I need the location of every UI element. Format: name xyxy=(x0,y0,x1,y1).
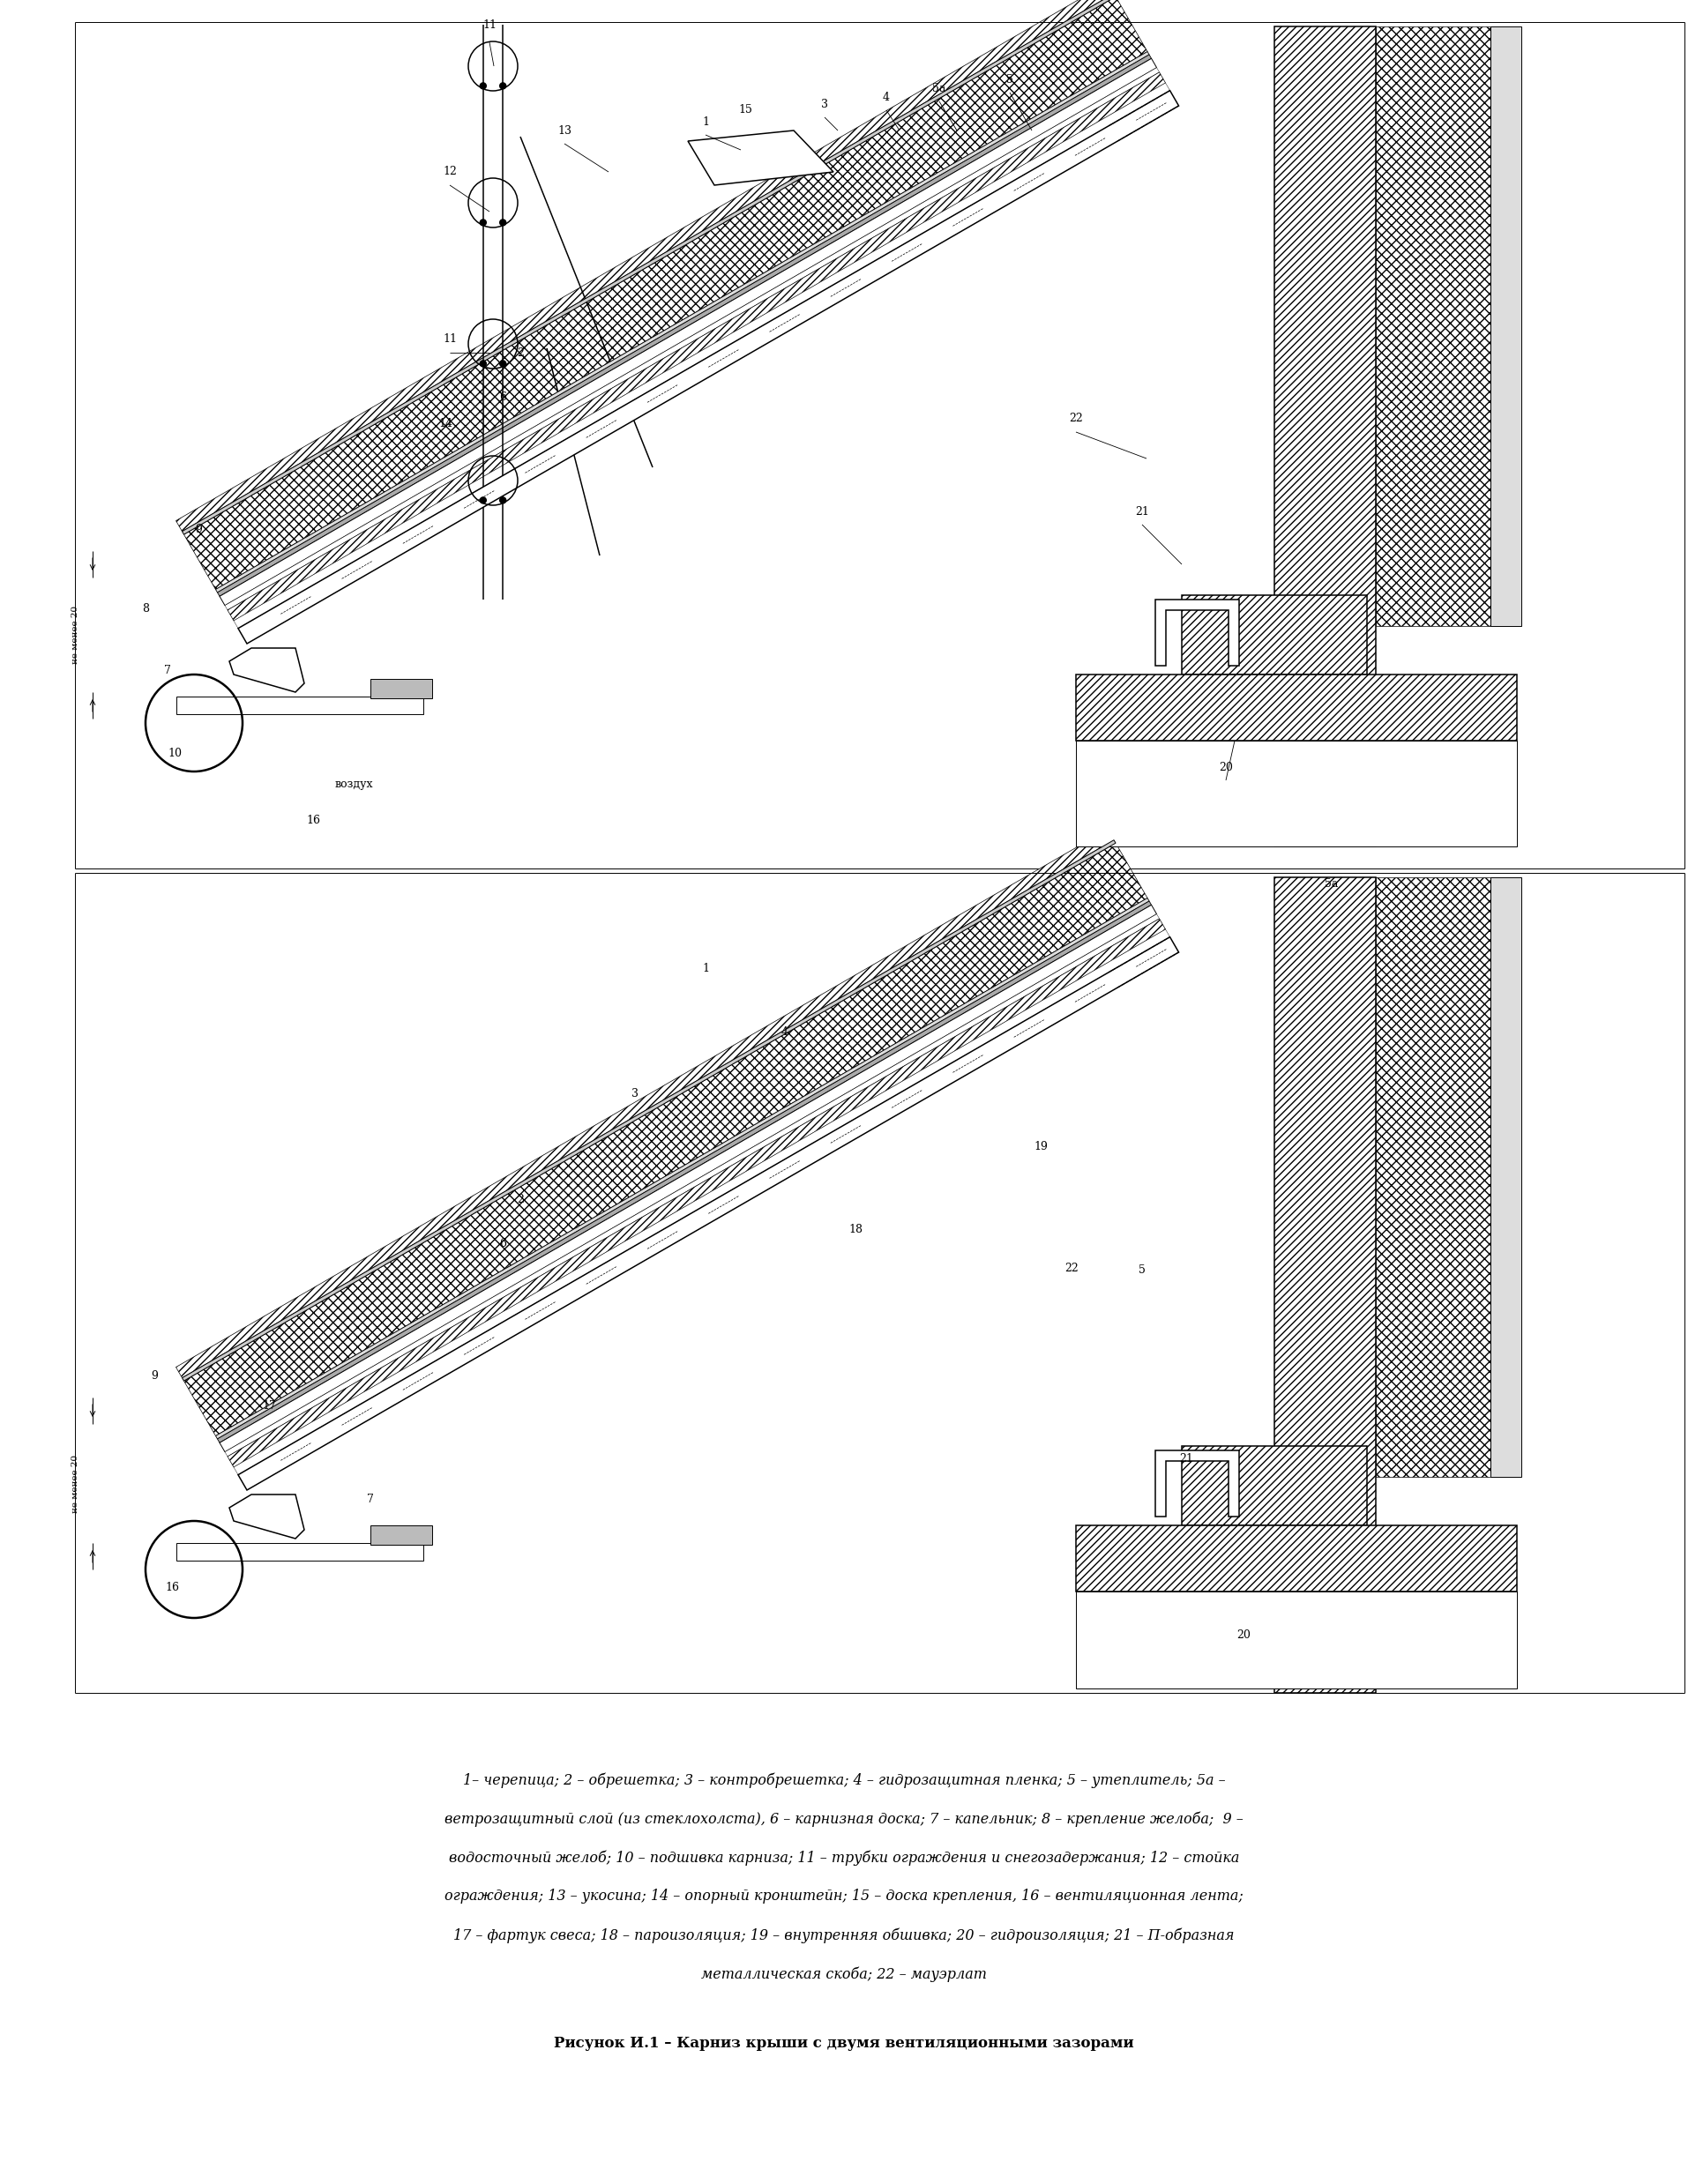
Polygon shape xyxy=(184,0,1148,590)
Polygon shape xyxy=(689,131,834,186)
Text: 16: 16 xyxy=(306,815,321,826)
Polygon shape xyxy=(176,1542,424,1562)
Polygon shape xyxy=(1274,878,1376,1693)
Text: 5: 5 xyxy=(1139,1265,1146,1275)
Text: 21: 21 xyxy=(1180,1455,1193,1465)
Text: не менее 20: не менее 20 xyxy=(71,605,79,664)
Text: 13: 13 xyxy=(557,124,572,135)
Polygon shape xyxy=(1491,878,1521,1476)
Polygon shape xyxy=(1075,1524,1518,1592)
Text: 6: 6 xyxy=(500,391,506,402)
Polygon shape xyxy=(182,841,1116,1380)
Text: 22: 22 xyxy=(1069,413,1084,424)
Text: 11: 11 xyxy=(442,334,457,345)
Polygon shape xyxy=(230,1494,304,1538)
Text: 21: 21 xyxy=(1134,507,1150,518)
Polygon shape xyxy=(1155,601,1239,666)
Text: 10: 10 xyxy=(167,749,182,760)
Polygon shape xyxy=(370,679,432,699)
Polygon shape xyxy=(219,59,1156,605)
Polygon shape xyxy=(176,0,1114,531)
Text: 18: 18 xyxy=(849,1225,863,1236)
Polygon shape xyxy=(1075,675,1518,740)
Text: 16: 16 xyxy=(165,1581,179,1592)
Polygon shape xyxy=(1274,26,1376,847)
Circle shape xyxy=(500,360,506,367)
Polygon shape xyxy=(1075,1592,1518,1688)
Text: металлическая скоба; 22 – мауэрлат: металлическая скоба; 22 – мауэрлат xyxy=(701,1966,987,1981)
Polygon shape xyxy=(230,649,304,692)
Text: 12: 12 xyxy=(442,166,457,177)
Text: 7: 7 xyxy=(366,1494,373,1505)
Text: 9: 9 xyxy=(150,1369,157,1380)
Text: 11: 11 xyxy=(483,20,496,31)
Text: Рисунок И.1 – Карниз крыши с двумя вентиляционными зазорами: Рисунок И.1 – Карниз крыши с двумя венти… xyxy=(554,2035,1134,2051)
Text: не менее 20: не менее 20 xyxy=(71,1455,79,1514)
Polygon shape xyxy=(216,898,1150,1439)
Polygon shape xyxy=(184,843,1148,1435)
Text: 2: 2 xyxy=(517,347,523,358)
Polygon shape xyxy=(218,55,1151,596)
Text: 7: 7 xyxy=(164,664,170,675)
Text: 20: 20 xyxy=(1219,762,1232,773)
Polygon shape xyxy=(233,83,1170,629)
Polygon shape xyxy=(176,697,424,714)
Text: 17 – фартук свеса; 18 – пароизоляция; 19 – внутренняя обшивка; 20 – гидроизоляци: 17 – фартук свеса; 18 – пароизоляция; 19… xyxy=(454,1928,1234,1944)
Polygon shape xyxy=(1182,596,1367,675)
Text: 1– черепица; 2 – обрешетка; 3 – контробрешетка; 4 – гидрозащитная пленка; 5 – ут: 1– черепица; 2 – обрешетка; 3 – контробр… xyxy=(463,1771,1225,1789)
Text: 6: 6 xyxy=(500,1238,506,1249)
Polygon shape xyxy=(1182,1446,1367,1524)
Circle shape xyxy=(479,83,486,90)
Text: 4: 4 xyxy=(782,1026,788,1037)
Text: водосточный желоб; 10 – подшивка карниза; 11 – трубки ограждения и снегозадержан: водосточный желоб; 10 – подшивка карниза… xyxy=(449,1850,1239,1865)
Circle shape xyxy=(479,360,486,367)
Text: 5a: 5a xyxy=(932,83,945,94)
Polygon shape xyxy=(219,904,1156,1452)
Circle shape xyxy=(500,498,506,502)
Text: 3: 3 xyxy=(820,98,829,109)
Text: 22: 22 xyxy=(1065,1262,1079,1273)
Polygon shape xyxy=(228,72,1165,620)
Polygon shape xyxy=(182,0,1116,535)
Text: 2: 2 xyxy=(517,1192,523,1206)
Polygon shape xyxy=(238,90,1178,644)
Text: 1: 1 xyxy=(702,116,709,127)
Polygon shape xyxy=(218,902,1151,1444)
Polygon shape xyxy=(238,937,1178,1489)
Text: ограждения; 13 – укосина; 14 – опорный кронштейн; 15 – доска крепления, 16 – вен: ограждения; 13 – укосина; 14 – опорный к… xyxy=(444,1889,1244,1904)
Circle shape xyxy=(500,83,506,90)
Polygon shape xyxy=(176,830,1114,1378)
Circle shape xyxy=(500,218,506,225)
Polygon shape xyxy=(1491,26,1521,627)
Text: 4: 4 xyxy=(883,92,890,103)
Polygon shape xyxy=(233,930,1170,1474)
Polygon shape xyxy=(1075,740,1518,847)
Polygon shape xyxy=(225,68,1160,609)
Polygon shape xyxy=(216,52,1150,592)
Text: 9: 9 xyxy=(194,524,203,535)
Circle shape xyxy=(479,218,486,225)
Polygon shape xyxy=(1376,26,1491,627)
Text: 8: 8 xyxy=(142,603,149,614)
Polygon shape xyxy=(370,1524,432,1544)
Circle shape xyxy=(479,498,486,502)
Text: 15: 15 xyxy=(738,105,753,116)
Text: 1: 1 xyxy=(702,963,709,974)
Text: 14: 14 xyxy=(439,417,452,428)
Text: 5a: 5a xyxy=(1325,878,1339,891)
Text: воздух: воздух xyxy=(336,780,373,791)
Text: ветрозащитный слой (из стеклохолста), 6 – карнизная доска; 7 – капельник; 8 – кр: ветрозащитный слой (из стеклохолста), 6 … xyxy=(444,1811,1244,1826)
Text: 17: 17 xyxy=(262,1400,275,1413)
Text: 3: 3 xyxy=(631,1088,638,1099)
Polygon shape xyxy=(1376,878,1491,1476)
Polygon shape xyxy=(1155,1450,1239,1516)
Text: 20: 20 xyxy=(1237,1629,1251,1642)
Text: 19: 19 xyxy=(1033,1140,1048,1151)
Polygon shape xyxy=(228,919,1165,1468)
Text: 5: 5 xyxy=(1006,74,1013,85)
Polygon shape xyxy=(225,915,1160,1457)
